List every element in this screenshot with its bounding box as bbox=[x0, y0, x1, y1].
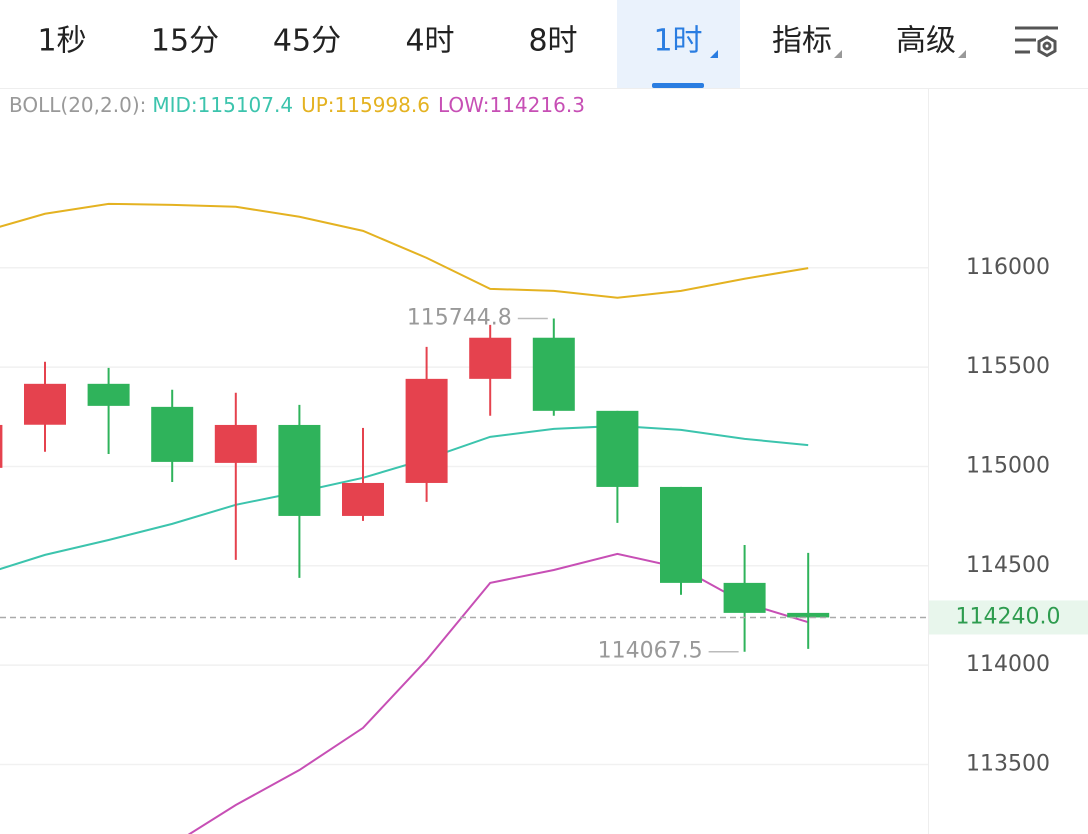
candle-body bbox=[787, 612, 830, 618]
indicator-line bbox=[0, 424, 809, 571]
tab[interactable]: 1秒 bbox=[37, 24, 86, 59]
tab-label: 8时 bbox=[528, 24, 577, 59]
last-price-label: 114240.0 bbox=[956, 604, 1061, 629]
y-tick-label: 114000 bbox=[966, 652, 1050, 677]
legend-entry: MID:115107.4 bbox=[152, 93, 293, 117]
tab-label: 1时 bbox=[653, 24, 702, 59]
annotation-label: 114067.5 bbox=[598, 639, 703, 664]
candle-body bbox=[24, 383, 66, 425]
indicator-line bbox=[0, 202, 809, 299]
candle-body bbox=[87, 383, 130, 406]
candle-body bbox=[660, 486, 702, 583]
tab[interactable]: 1时 bbox=[617, 0, 740, 88]
candle-body bbox=[532, 337, 575, 411]
tab-label: 4时 bbox=[405, 24, 454, 59]
dropdown-arrow bbox=[710, 50, 718, 58]
y-tick-label: 113500 bbox=[966, 751, 1050, 776]
y-tick-label: 116000 bbox=[966, 255, 1050, 280]
tab[interactable]: 指标 bbox=[772, 24, 842, 59]
y-tick-label: 114500 bbox=[966, 553, 1050, 578]
legend-entry: UP:115998.6 bbox=[301, 93, 430, 117]
y-tick-label: 115000 bbox=[966, 453, 1050, 478]
tab[interactable]: 8时 bbox=[528, 24, 577, 59]
y-tick-label: 115500 bbox=[966, 354, 1050, 379]
settings-icon[interactable] bbox=[1015, 26, 1058, 58]
dropdown-arrow bbox=[958, 50, 966, 58]
tab-label: 45分 bbox=[273, 24, 341, 59]
annotation-label: 115744.8 bbox=[407, 305, 512, 330]
candle-body bbox=[723, 582, 766, 613]
tab-label: 高级 bbox=[896, 24, 956, 59]
tab[interactable]: 4时 bbox=[405, 24, 454, 59]
tab-label: 15分 bbox=[151, 24, 219, 59]
candle-body bbox=[214, 424, 257, 463]
tab[interactable]: 45分 bbox=[273, 24, 341, 59]
plot: 113500 114000 114500 115000 115500 116000 1157… bbox=[0, 202, 1088, 834]
tab-indicator bbox=[652, 83, 704, 88]
candle-body bbox=[342, 482, 384, 516]
tab-bar: 1秒 15分 45分 4时 8时 1时 指标 高级 bbox=[37, 0, 966, 88]
tab-label: 指标 bbox=[772, 24, 832, 59]
candle-body bbox=[151, 406, 194, 462]
candle-body bbox=[469, 337, 512, 379]
tab[interactable]: 15分 bbox=[151, 24, 219, 59]
legend: BOLL(20,2.0): MID:115107.4 UP:115998.6 LOW:… bbox=[9, 93, 585, 117]
legend-entry: LOW:114216.3 bbox=[438, 93, 585, 117]
dropdown-arrow bbox=[834, 50, 842, 58]
tab-highlight bbox=[617, 0, 740, 88]
indicator-name: BOLL(20,2.0): bbox=[9, 93, 146, 117]
candle-body bbox=[278, 424, 321, 516]
tab[interactable]: 高级 bbox=[896, 24, 966, 59]
tab-label: 1秒 bbox=[37, 24, 86, 59]
last-price-box bbox=[929, 600, 1088, 635]
candle-body bbox=[596, 410, 639, 487]
indicator-line bbox=[187, 552, 809, 834]
candle-body bbox=[0, 424, 3, 468]
candle-body bbox=[405, 378, 448, 483]
